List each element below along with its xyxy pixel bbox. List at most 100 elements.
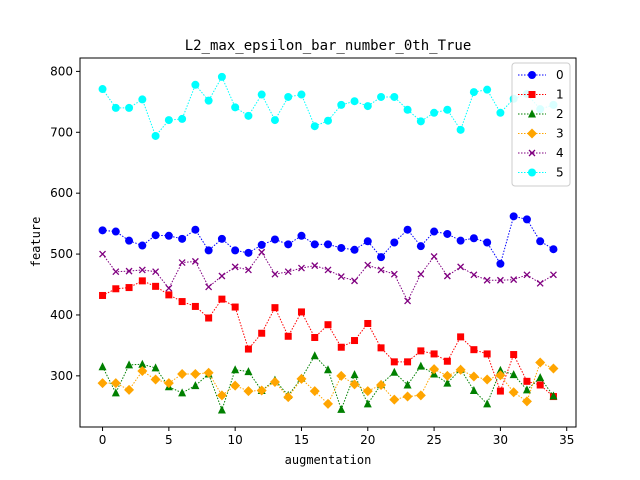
data-point — [125, 103, 134, 112]
data-point — [205, 314, 213, 322]
data-point — [364, 261, 372, 269]
legend-marker — [528, 91, 536, 98]
data-point — [244, 248, 253, 257]
data-point — [231, 246, 240, 255]
x-tick-label: 5 — [165, 433, 173, 447]
data-point — [271, 304, 279, 312]
data-point — [390, 367, 399, 376]
data-point — [137, 365, 148, 376]
data-point — [284, 332, 292, 340]
series-5 — [98, 72, 558, 140]
data-point — [443, 105, 452, 114]
data-point — [150, 374, 161, 385]
data-point — [496, 259, 505, 268]
data-point — [138, 241, 147, 250]
data-point — [443, 229, 452, 238]
data-point — [429, 364, 440, 375]
data-point — [178, 298, 186, 306]
data-point — [297, 308, 305, 316]
y-tick-label: 400 — [50, 308, 73, 322]
y-axis-label: feature — [29, 217, 43, 268]
legend-entry: 2 — [518, 107, 564, 121]
data-point — [415, 390, 426, 401]
data-point — [402, 391, 413, 402]
data-point — [351, 277, 358, 285]
data-point — [244, 345, 252, 353]
data-point — [269, 376, 280, 387]
data-point — [523, 377, 531, 385]
data-point — [270, 116, 279, 125]
legend-entry: 3 — [518, 127, 564, 141]
data-point — [349, 379, 360, 390]
data-point — [377, 92, 386, 101]
legend-label: 3 — [556, 127, 564, 141]
data-point — [549, 391, 558, 400]
data-point — [403, 380, 412, 389]
data-point — [536, 373, 545, 382]
data-point — [111, 388, 120, 397]
data-point — [296, 373, 307, 384]
data-point — [510, 276, 518, 284]
data-point — [482, 374, 493, 385]
data-point — [217, 72, 226, 81]
legend-marker — [528, 168, 536, 177]
data-point — [416, 117, 425, 126]
data-point — [243, 386, 254, 397]
data-point — [125, 360, 134, 369]
data-point — [468, 371, 479, 382]
data-point — [164, 231, 173, 240]
data-point — [483, 350, 491, 358]
data-point — [430, 253, 438, 260]
data-point — [364, 319, 372, 327]
data-point — [483, 238, 492, 247]
legend-entry: 0 — [518, 68, 564, 82]
data-point — [284, 268, 292, 276]
legend: 0 1 2 3 4 5 — [511, 62, 571, 187]
data-point — [417, 347, 425, 355]
data-point — [231, 303, 239, 311]
data-point — [536, 279, 544, 287]
data-point — [244, 111, 253, 120]
data-point — [337, 243, 346, 252]
data-point — [508, 387, 519, 398]
data-point — [549, 245, 558, 254]
data-point — [178, 234, 187, 243]
data-point — [152, 282, 160, 290]
data-point — [151, 363, 160, 372]
data-point — [469, 234, 478, 243]
data-point — [99, 250, 107, 258]
series-4 — [99, 248, 557, 305]
data-point — [98, 226, 107, 235]
legend-marker — [528, 149, 536, 157]
data-point — [363, 399, 372, 408]
data-point — [351, 337, 359, 345]
data-point — [443, 272, 451, 280]
data-point — [205, 283, 213, 291]
data-point — [470, 271, 478, 279]
x-tick-label: 15 — [294, 433, 309, 447]
legend-label: 4 — [556, 146, 564, 160]
data-point — [111, 103, 120, 112]
legend-label: 0 — [556, 68, 564, 82]
data-point — [217, 234, 226, 243]
data-point — [271, 270, 279, 278]
data-point — [350, 370, 359, 379]
data-point — [376, 379, 387, 390]
data-point — [138, 95, 147, 104]
data-point — [496, 108, 505, 117]
data-point — [496, 387, 504, 395]
legend-marker — [528, 109, 536, 118]
data-point — [138, 277, 146, 285]
data-point — [510, 351, 518, 359]
data-point — [125, 267, 133, 275]
data-point — [231, 103, 240, 112]
data-point — [297, 231, 306, 240]
data-point — [377, 253, 386, 262]
data-point — [203, 367, 214, 378]
data-point — [337, 404, 346, 413]
data-point — [535, 357, 546, 368]
data-point — [430, 227, 439, 236]
data-point — [112, 268, 120, 276]
data-point — [256, 385, 267, 396]
